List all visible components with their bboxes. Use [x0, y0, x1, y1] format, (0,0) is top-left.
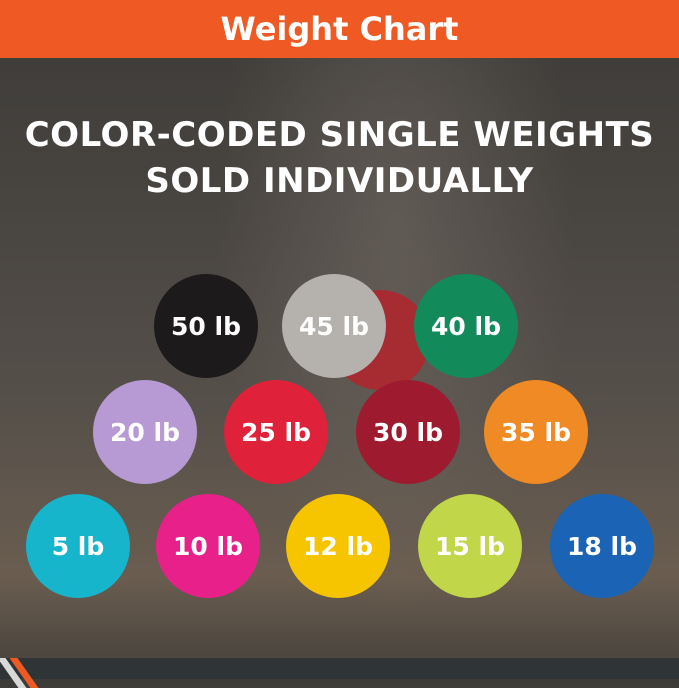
weight-label: 25 lb [241, 417, 311, 447]
weight-label: 5 lb [51, 531, 105, 561]
weight-circle: 25 lb [224, 380, 328, 484]
weight-circle: 50 lb [154, 274, 258, 378]
weight-circle: 40 lb [414, 274, 518, 378]
weight-label: 45 lb [299, 311, 369, 341]
weight-label: 20 lb [110, 417, 180, 447]
weight-label: 35 lb [501, 417, 571, 447]
weight-circle: 30 lb [356, 380, 460, 484]
header-title: Weight Chart [220, 10, 459, 48]
weight-label: 15 lb [435, 531, 505, 561]
weight-circle: 20 lb [93, 380, 197, 484]
weight-label: 10 lb [173, 531, 243, 561]
headline-line-2: SOLD INDIVIDUALLY [145, 161, 534, 201]
weight-circle: 15 lb [418, 494, 522, 598]
weight-circle: 5 lb [26, 494, 130, 598]
weight-circle: 18 lb [550, 494, 654, 598]
headline: COLOR-CODED SINGLE WEIGHTS SOLD INDIVIDU… [0, 112, 679, 204]
weight-label: 12 lb [303, 531, 373, 561]
weight-circle: 10 lb [156, 494, 260, 598]
headline-line-1: COLOR-CODED SINGLE WEIGHTS [24, 115, 655, 155]
weight-label: 30 lb [373, 417, 443, 447]
weight-circle: 12 lb [286, 494, 390, 598]
weight-circle: 45 lb [282, 274, 386, 378]
weight-circle: 35 lb [484, 380, 588, 484]
footer-bar [0, 658, 679, 679]
weight-label: 40 lb [431, 311, 501, 341]
weight-label: 18 lb [567, 531, 637, 561]
header-banner: Weight Chart [0, 0, 679, 58]
weight-label: 50 lb [171, 311, 241, 341]
